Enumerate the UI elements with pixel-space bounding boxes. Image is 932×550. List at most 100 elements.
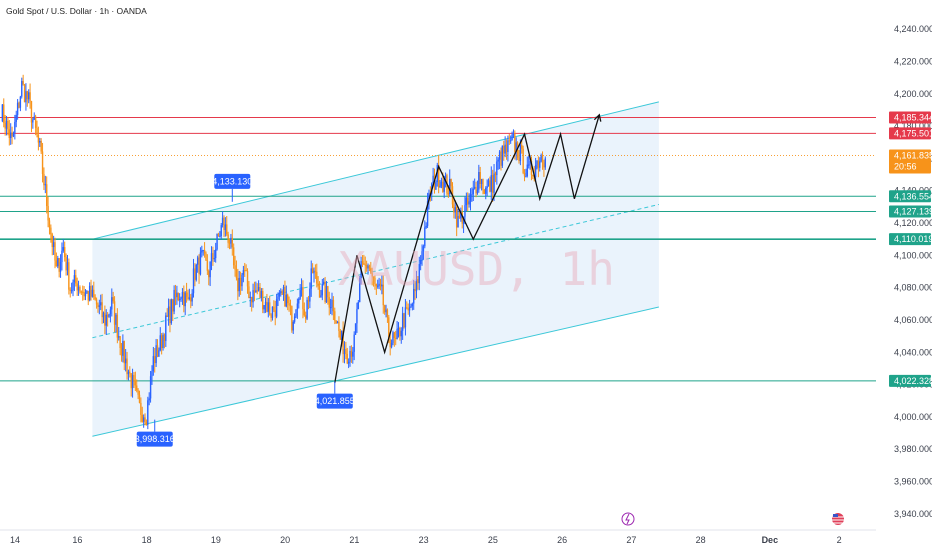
candle-body: [167, 306, 170, 317]
candle-body: [194, 268, 196, 280]
price-level-tag-value: 4,127.139: [894, 206, 932, 216]
channel-mid-line[interactable]: [92, 203, 659, 339]
candle-body: [130, 373, 132, 389]
candle-body: [15, 114, 17, 122]
candle-body: [299, 290, 301, 299]
price-tick-label: 4,080.000: [894, 283, 932, 293]
candle-body: [415, 279, 418, 292]
price-level-tag[interactable]: [889, 233, 931, 246]
candle-body: [486, 186, 488, 189]
candle-body: [57, 258, 59, 267]
candle-body: [364, 264, 366, 266]
candle-body: [306, 299, 308, 319]
candle-body: [388, 317, 390, 340]
candle-body: [255, 290, 257, 293]
candle-body: [352, 351, 354, 357]
candle-body: [375, 283, 378, 287]
price-level-tag[interactable]: [889, 111, 931, 124]
time-tick-label: 26: [557, 535, 567, 545]
candle-body: [241, 274, 243, 287]
candle-body: [280, 291, 282, 293]
candle-body: [43, 173, 45, 186]
candle-body: [275, 299, 278, 317]
candle-body: [397, 328, 400, 330]
candle-body: [48, 220, 51, 228]
candle-body: [534, 164, 537, 178]
annotation-label-box[interactable]: [316, 393, 353, 409]
price-level-tag[interactable]: [889, 374, 931, 387]
candle-body: [148, 398, 150, 401]
annotation-label-box[interactable]: [136, 431, 173, 447]
candle-body: [271, 306, 274, 318]
channel-lower-line[interactable]: [92, 306, 659, 437]
candle-body: [231, 237, 233, 248]
candle-body: [482, 179, 484, 190]
candle-body: [508, 140, 510, 142]
candle-body: [267, 302, 270, 312]
price-level-tag[interactable]: [889, 190, 931, 203]
annotation-label-box[interactable]: [214, 173, 251, 189]
candle-body: [278, 292, 281, 297]
candle-body: [249, 296, 251, 298]
candle-body: [350, 351, 353, 357]
candle-body: [440, 181, 443, 187]
candle-body: [50, 227, 52, 235]
price-level-tag[interactable]: [889, 149, 931, 174]
price-axis[interactable]: 3,940.000 3,960.000 3,980.000 4,000.000 4,02…: [894, 24, 932, 519]
candle-body: [173, 289, 175, 312]
candle-body: [253, 290, 256, 293]
candle-body: [381, 284, 383, 287]
candle-body: [418, 264, 420, 284]
candle-body: [447, 193, 450, 195]
candle-body: [454, 207, 456, 213]
candle-body: [127, 371, 130, 375]
candle-body: [73, 275, 76, 282]
candle-body: [500, 151, 502, 166]
candle-body: [41, 151, 44, 174]
candle-body: [458, 215, 461, 219]
candle-body: [442, 181, 444, 192]
channel-upper-line[interactable]: [92, 101, 659, 240]
candle-body: [238, 277, 240, 292]
candle-body: [325, 286, 328, 302]
price-tick-label: 4,240.000: [894, 24, 932, 34]
candle-body: [461, 212, 463, 224]
candle-body: [303, 309, 306, 316]
candle-body: [176, 292, 178, 298]
price-level-tag[interactable]: [889, 127, 931, 140]
candle-body: [162, 334, 164, 348]
time-axis[interactable]: 14 16 18 19 20 21 23 25 26 27 28 Dec 2: [10, 535, 842, 545]
candle-body: [485, 188, 487, 194]
candle-body: [483, 189, 486, 194]
candle-body: [497, 159, 499, 162]
candle-body: [289, 305, 292, 307]
price-level-tag[interactable]: [889, 205, 931, 218]
annotation-label: 4,133.130: [212, 176, 252, 186]
candle-body: [12, 133, 15, 137]
candle-body: [61, 250, 63, 263]
candle-body: [491, 175, 494, 193]
candle-body: [166, 315, 168, 317]
candle-body: [530, 161, 533, 175]
candle-body: [32, 119, 34, 123]
projection-path[interactable]: [334, 114, 600, 384]
candle-body: [4, 122, 6, 129]
candle-body: [122, 341, 124, 356]
candle-body: [109, 309, 112, 315]
lightning-event-icon[interactable]: [621, 512, 635, 526]
us-flag-event-icon[interactable]: [832, 513, 844, 525]
candle-body: [244, 270, 246, 272]
candle-body: [141, 414, 143, 422]
price-level-tag-value: 4,022.328: [894, 376, 932, 386]
candle-body: [523, 172, 526, 177]
candle-body: [147, 400, 149, 425]
candle-body: [316, 271, 318, 284]
candle-body: [435, 182, 437, 190]
candle-body: [400, 330, 402, 337]
candle-body: [51, 234, 53, 248]
candle-body: [115, 314, 117, 325]
candle-body: [496, 161, 498, 176]
candle-body: [177, 292, 179, 301]
price-tick-label: 4,000.000: [894, 412, 932, 422]
